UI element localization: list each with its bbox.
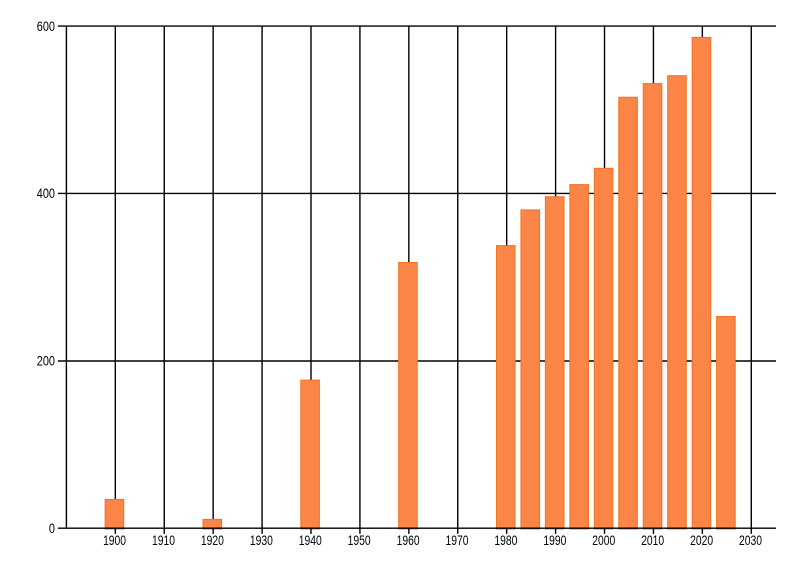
svg-text:1940: 1940 xyxy=(299,533,322,548)
svg-text:1960: 1960 xyxy=(397,533,420,548)
svg-text:400: 400 xyxy=(37,186,55,201)
svg-text:1930: 1930 xyxy=(250,533,273,548)
svg-text:2030: 2030 xyxy=(739,533,762,548)
svg-text:1900: 1900 xyxy=(103,533,126,548)
svg-text:1990: 1990 xyxy=(543,533,566,548)
svg-text:1950: 1950 xyxy=(348,533,371,548)
svg-text:1980: 1980 xyxy=(494,533,517,548)
svg-text:0: 0 xyxy=(49,521,55,536)
svg-text:1920: 1920 xyxy=(201,533,224,548)
svg-text:2000: 2000 xyxy=(592,533,615,548)
svg-text:600: 600 xyxy=(37,19,55,34)
svg-text:2020: 2020 xyxy=(690,533,713,548)
svg-text:2010: 2010 xyxy=(641,533,664,548)
svg-text:1970: 1970 xyxy=(446,533,469,548)
svg-text:200: 200 xyxy=(37,354,55,369)
svg-text:1910: 1910 xyxy=(152,533,175,548)
